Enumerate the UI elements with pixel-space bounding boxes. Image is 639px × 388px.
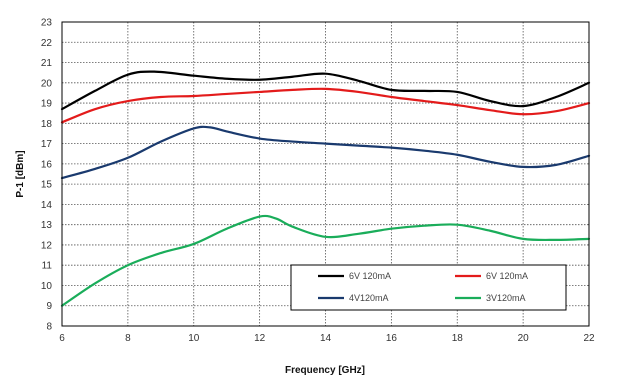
y-tick-label: 23 [41,18,53,29]
y-tick-label: 20 [41,78,53,89]
x-tick-label: 18 [452,333,464,344]
x-axis-title: Frequency [GHz] [285,365,365,376]
series-line-1 [60,70,591,111]
y-tick-label: 13 [41,220,53,231]
y-tick-label: 14 [41,200,53,211]
legend: 6V 120mA 6V 120mA 4V120mA 3V120mA [290,264,567,311]
y-tick-label: 15 [41,180,53,191]
y-tick-label: 12 [41,240,53,251]
plot-frame [61,21,590,327]
legend-label: 6V 120mA [486,271,528,281]
y-tick-label: 8 [46,322,52,333]
y-tick-label: 21 [41,58,53,69]
x-tick-label: 6 [59,333,65,344]
y-axis-title: P-1 [dBm] [15,150,26,197]
y-tick-label: 16 [41,159,53,170]
y-tick-label: 11 [42,261,53,272]
series-line-4 [60,214,591,307]
x-tick-label: 12 [254,333,266,344]
x-tick-label: 8 [125,333,131,344]
y-tick-label: 22 [41,38,53,49]
y-tick-label: 9 [46,301,52,312]
y-tick-label: 19 [41,99,53,110]
y-tick-label: 17 [41,139,53,150]
y-tick-label: 18 [41,119,53,130]
series-lines [60,70,591,307]
legend-label: 6V 120mA [349,271,391,281]
legend-label: 3V120mA [486,293,526,303]
series-line-3 [60,125,591,180]
x-tick-label: 10 [188,333,200,344]
legend-label: 4V120mA [349,293,389,303]
x-tick-label: 20 [518,333,530,344]
x-tick-label: 22 [583,333,595,344]
y-tick-label: 10 [41,281,53,292]
x-tick-label: 14 [320,333,332,344]
legend-box [290,264,567,311]
series-line-2 [60,87,591,124]
x-tick-label: 16 [386,333,398,344]
